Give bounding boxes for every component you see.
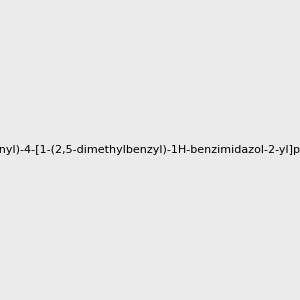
Text: 1-(4-chlorophenyl)-4-[1-(2,5-dimethylbenzyl)-1H-benzimidazol-2-yl]pyrrolidin-2-o: 1-(4-chlorophenyl)-4-[1-(2,5-dimethylben… [0,145,300,155]
